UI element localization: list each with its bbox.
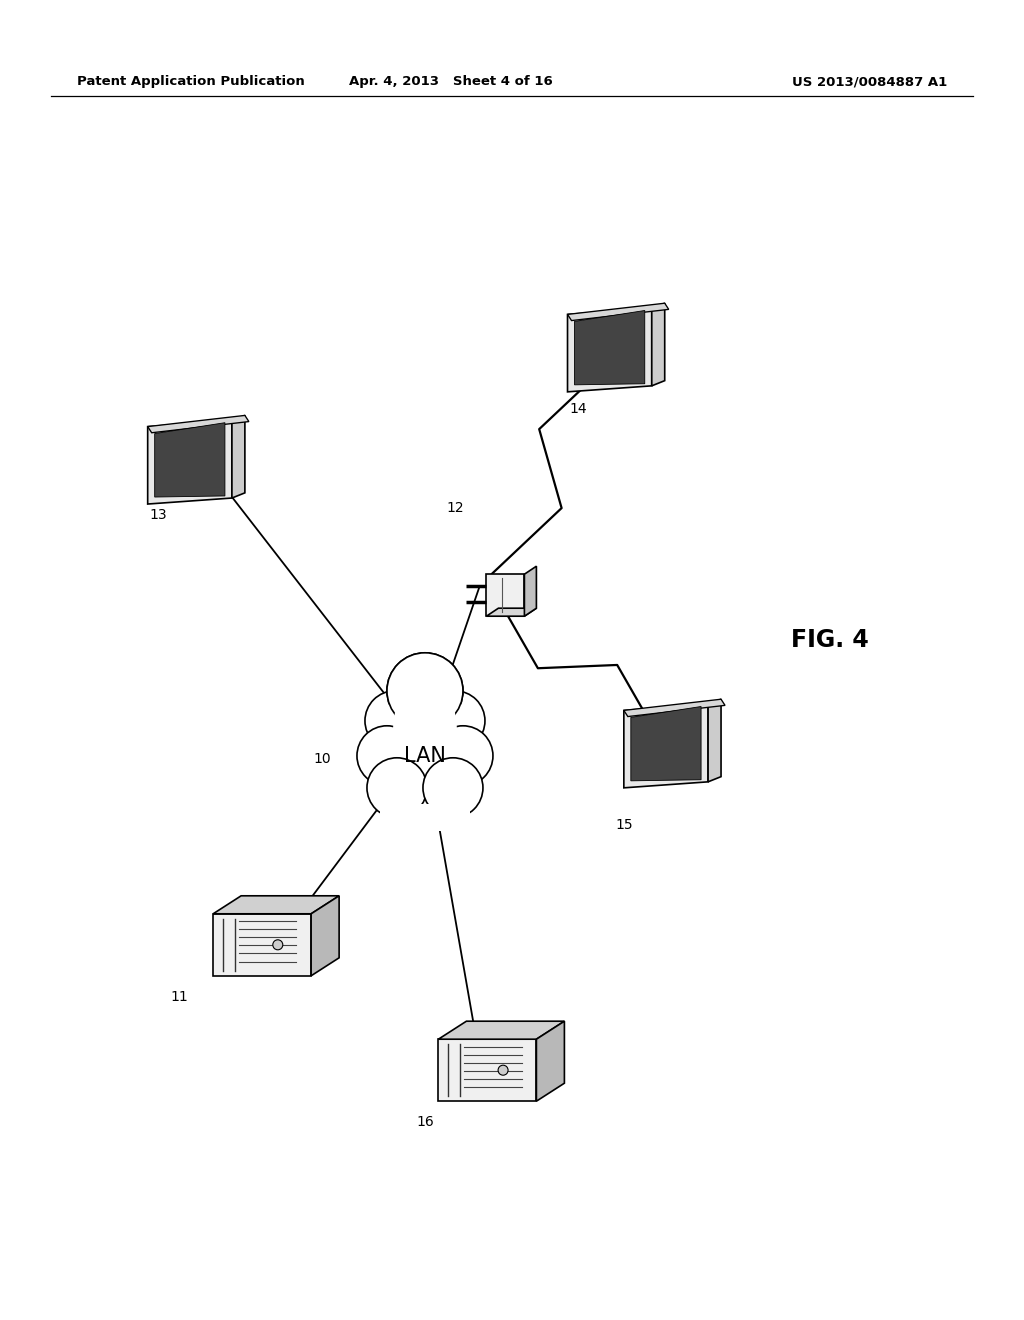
Ellipse shape <box>423 758 483 818</box>
Ellipse shape <box>365 690 425 751</box>
Ellipse shape <box>435 727 490 784</box>
Ellipse shape <box>367 758 427 818</box>
Polygon shape <box>524 566 537 616</box>
Text: FIG. 4: FIG. 4 <box>791 628 868 652</box>
Text: US 2013/0084887 A1: US 2013/0084887 A1 <box>792 75 947 88</box>
Text: 11: 11 <box>170 990 188 1003</box>
Polygon shape <box>155 422 225 498</box>
Polygon shape <box>213 913 311 975</box>
Polygon shape <box>438 1022 564 1039</box>
Ellipse shape <box>387 653 463 729</box>
Text: 12: 12 <box>446 502 465 515</box>
Polygon shape <box>147 416 249 433</box>
Bar <box>389 686 461 816</box>
Polygon shape <box>624 700 725 717</box>
Polygon shape <box>231 416 245 498</box>
Polygon shape <box>567 309 651 392</box>
Ellipse shape <box>427 762 479 814</box>
Polygon shape <box>147 421 231 504</box>
Ellipse shape <box>359 727 415 784</box>
Polygon shape <box>486 609 537 616</box>
Text: Apr. 4, 2013   Sheet 4 of 16: Apr. 4, 2013 Sheet 4 of 16 <box>349 75 552 88</box>
Circle shape <box>272 940 283 950</box>
Polygon shape <box>567 304 669 321</box>
Text: 13: 13 <box>150 508 168 521</box>
Polygon shape <box>708 700 721 781</box>
Ellipse shape <box>390 671 460 821</box>
Polygon shape <box>438 1039 537 1101</box>
Polygon shape <box>537 1022 564 1101</box>
Text: 15: 15 <box>615 818 634 832</box>
Ellipse shape <box>392 665 458 816</box>
Bar <box>380 804 470 829</box>
Text: 14: 14 <box>569 403 588 416</box>
Polygon shape <box>624 705 708 788</box>
Polygon shape <box>631 706 701 781</box>
Text: LAN: LAN <box>404 746 445 766</box>
Circle shape <box>498 1065 508 1076</box>
Ellipse shape <box>357 726 417 785</box>
Bar <box>385 801 465 830</box>
Ellipse shape <box>371 762 423 814</box>
Polygon shape <box>486 574 524 616</box>
Polygon shape <box>574 310 645 385</box>
Ellipse shape <box>425 690 485 751</box>
Ellipse shape <box>427 762 479 814</box>
Polygon shape <box>651 304 665 385</box>
Ellipse shape <box>433 726 493 785</box>
Ellipse shape <box>387 653 463 729</box>
Text: 16: 16 <box>416 1115 434 1129</box>
Polygon shape <box>213 896 339 913</box>
Text: Patent Application Publication: Patent Application Publication <box>77 75 304 88</box>
Polygon shape <box>311 896 339 975</box>
Text: 10: 10 <box>313 752 332 766</box>
Ellipse shape <box>371 762 423 814</box>
